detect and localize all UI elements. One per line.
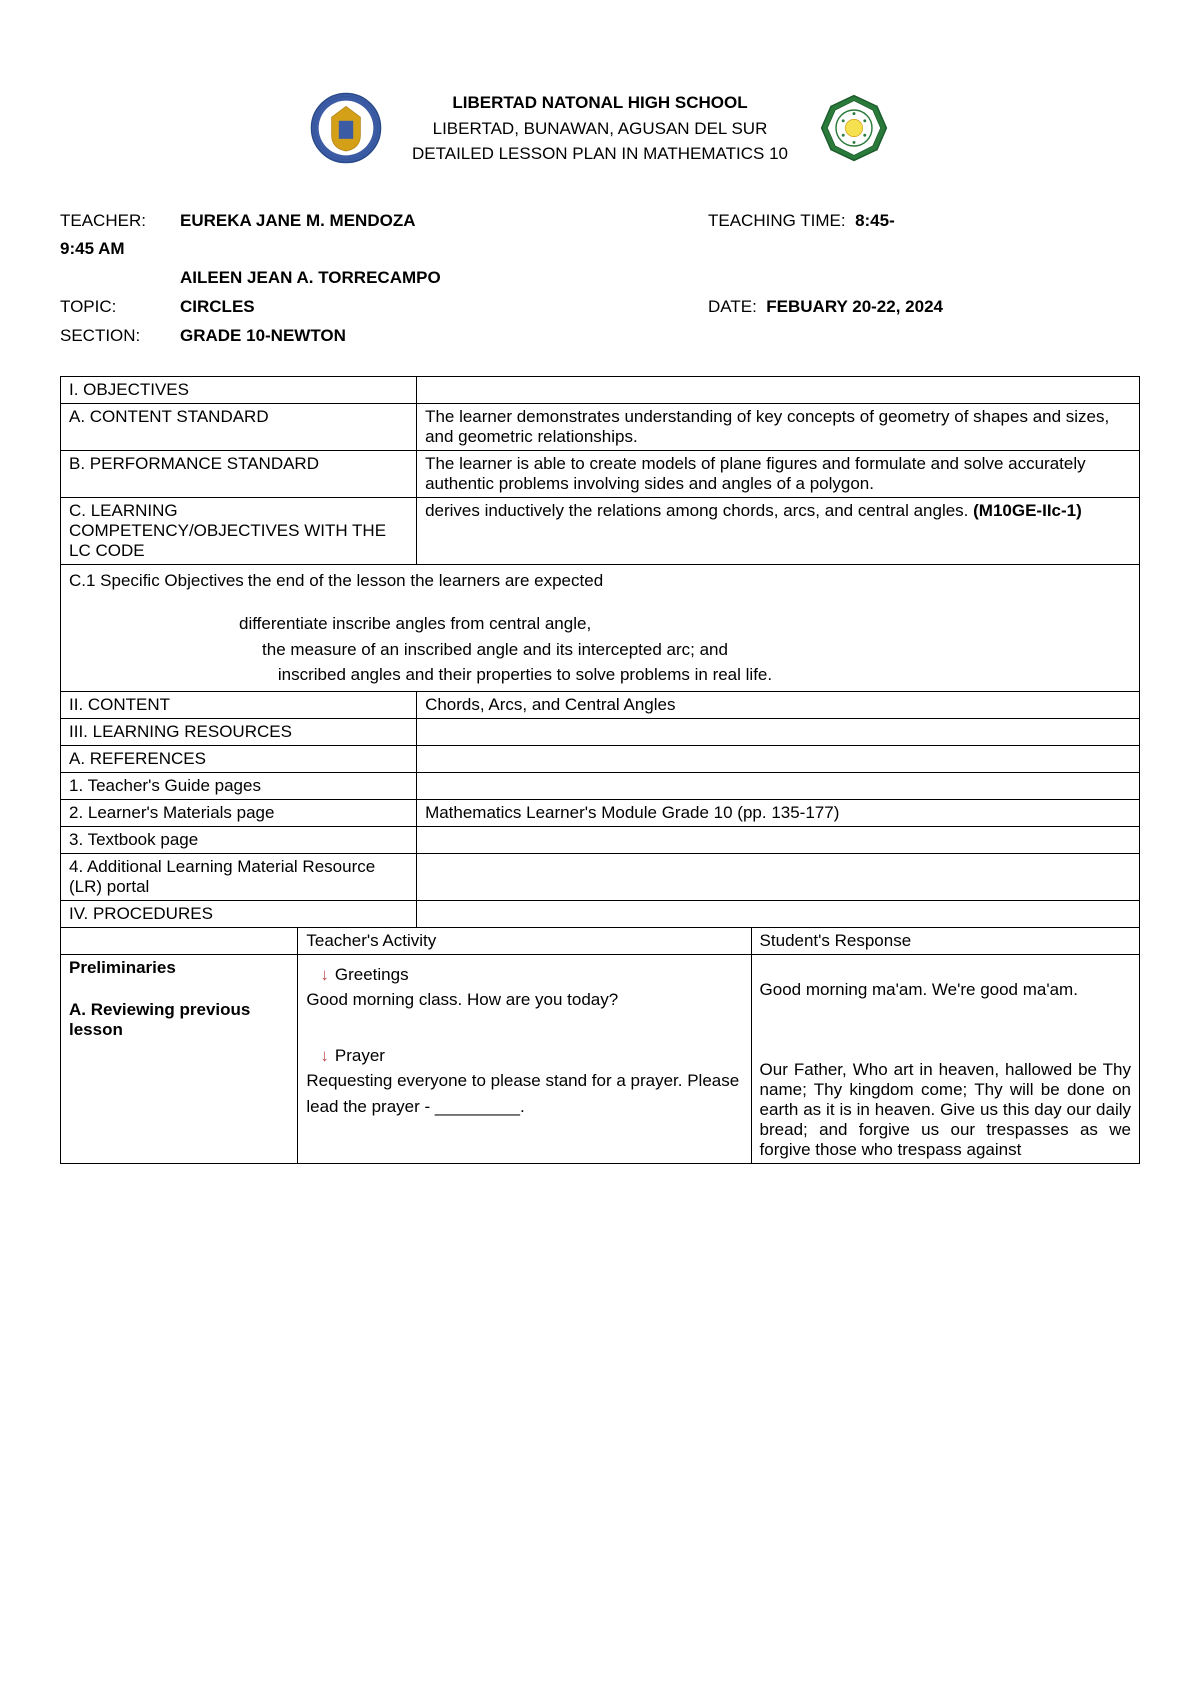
learning-comp-text: derives inductively the relations among … (425, 501, 973, 520)
info-block: TEACHER: EUREKA JANE M. MENDOZA TEACHING… (60, 207, 1140, 351)
table-row: C.1 Specific Objectivesthe end of the le… (61, 564, 1140, 691)
procedures-table: Teacher's Activity Student's Response Pr… (60, 928, 1140, 1164)
table-row: IV. PROCEDURES (61, 900, 1140, 927)
references-label: A. REFERENCES (61, 745, 417, 772)
learners-materials-text: Mathematics Learner's Module Grade 10 (p… (417, 799, 1140, 826)
teacher-label: TEACHER: (60, 207, 180, 236)
specific-objectives-cell: C.1 Specific Objectivesthe end of the le… (61, 564, 1140, 691)
teachers-guide-label: 1. Teacher's Guide pages (61, 772, 417, 799)
lesson-plan-table: I. OBJECTIVES A. CONTENT STANDARD The le… (60, 376, 1140, 928)
prayer-text: Requesting everyone to please stand for … (306, 1068, 742, 1119)
table-row: C. LEARNING COMPETENCY/OBJECTIVES WITH T… (61, 497, 1140, 564)
teaching-time-value-2: 9:45 AM (60, 239, 125, 258)
table-row: 4. Additional Learning Material Resource… (61, 853, 1140, 900)
textbook-label: 3. Textbook page (61, 826, 417, 853)
teaching-time-value: 8:45- (855, 211, 895, 230)
subject-line: DETAILED LESSON PLAN IN MATHEMATICS 10 (412, 141, 788, 167)
resources-header: III. LEARNING RESOURCES (61, 718, 417, 745)
empty-cell (417, 718, 1140, 745)
table-row: III. LEARNING RESOURCES (61, 718, 1140, 745)
student-greeting: Good morning ma'am. We're good ma'am. (760, 980, 1131, 1000)
empty-cell (417, 745, 1140, 772)
empty-cell (417, 853, 1140, 900)
school-name: LIBERTAD NATONAL HIGH SCHOOL (412, 90, 788, 116)
specific-label: C.1 Specific Objectives (69, 571, 244, 590)
document-header: LIBERTAD NATONAL HIGH SCHOOL LIBERTAD, B… (60, 90, 1140, 167)
school-address: LIBERTAD, BUNAWAN, AGUSAN DEL SUR (412, 116, 788, 142)
learning-comp-label: C. LEARNING COMPETENCY/OBJECTIVES WITH T… (61, 497, 417, 564)
content-value: Chords, Arcs, and Central Angles (417, 691, 1140, 718)
empty-cell (417, 772, 1140, 799)
performance-standard-label: B. PERFORMANCE STANDARD (61, 450, 417, 497)
table-row: A. CONTENT STANDARD The learner demonstr… (61, 403, 1140, 450)
empty-cell (61, 928, 298, 955)
performance-standard-text: The learner is able to create models of … (417, 450, 1140, 497)
logo-right-seal (818, 92, 890, 164)
table-row: 2. Learner's Materials page Mathematics … (61, 799, 1140, 826)
specific-intro: the end of the lesson the learners are e… (244, 571, 603, 590)
empty-cell (417, 826, 1140, 853)
teacher1-name: EUREKA JANE M. MENDOZA (180, 207, 416, 236)
content-header: II. CONTENT (61, 691, 417, 718)
topic-label: TOPIC: (60, 293, 180, 322)
date-value: FEBUARY 20-22, 2024 (766, 297, 943, 316)
objectives-header: I. OBJECTIVES (61, 376, 417, 403)
learning-comp-code: (M10GE-IIc-1) (973, 501, 1082, 520)
prayer-bullet: Prayer (335, 1046, 385, 1065)
topic-value: CIRCLES (180, 293, 255, 322)
students-response-header: Student's Response (751, 928, 1139, 955)
specific-line2: the measure of an inscribed angle and it… (69, 637, 1131, 663)
bullet-icon: ↓ (306, 1046, 335, 1065)
date-label: DATE: (708, 297, 757, 316)
preliminaries-label: Preliminaries (69, 958, 289, 978)
bullet-icon: ↓ (306, 965, 335, 984)
empty-cell (417, 376, 1140, 403)
header-text-block: LIBERTAD NATONAL HIGH SCHOOL LIBERTAD, B… (412, 90, 788, 167)
teachers-activity-header: Teacher's Activity (298, 928, 751, 955)
teacher2-name: AILEEN JEAN A. TORRECAMPO (180, 264, 441, 293)
procedures-header: IV. PROCEDURES (61, 900, 417, 927)
students-response-cell: Good morning ma'am. We're good ma'am. Ou… (751, 954, 1139, 1163)
additional-label: 4. Additional Learning Material Resource… (61, 853, 417, 900)
content-standard-label: A. CONTENT STANDARD (61, 403, 417, 450)
reviewing-label: A. Reviewing previous lesson (69, 1000, 289, 1040)
table-row: I. OBJECTIVES (61, 376, 1140, 403)
empty-cell (417, 900, 1140, 927)
logo-left-seal (310, 92, 382, 164)
preliminaries-cell: Preliminaries A. Reviewing previous less… (61, 954, 298, 1163)
content-standard-text: The learner demonstrates understanding o… (417, 403, 1140, 450)
section-label: SECTION: (60, 322, 180, 351)
learners-materials-label: 2. Learner's Materials page (61, 799, 417, 826)
table-row: Preliminaries A. Reviewing previous less… (61, 954, 1140, 1163)
student-prayer: Our Father, Who art in heaven, hallowed … (760, 1060, 1131, 1160)
table-row: II. CONTENT Chords, Arcs, and Central An… (61, 691, 1140, 718)
table-row: 3. Textbook page (61, 826, 1140, 853)
learning-comp-cell: derives inductively the relations among … (417, 497, 1140, 564)
table-row: Teacher's Activity Student's Response (61, 928, 1140, 955)
greetings-bullet: Greetings (335, 965, 409, 984)
table-row: B. PERFORMANCE STANDARD The learner is a… (61, 450, 1140, 497)
teaching-time-label: TEACHING TIME: (708, 211, 846, 230)
greetings-text: Good morning class. How are you today? (306, 987, 742, 1013)
specific-line3: inscribed angles and their properties to… (69, 662, 1131, 688)
table-row: 1. Teacher's Guide pages (61, 772, 1140, 799)
teachers-activity-cell: ↓Greetings Good morning class. How are y… (298, 954, 751, 1163)
specific-line1: differentiate inscribe angles from centr… (69, 611, 1131, 637)
section-value: GRADE 10-NEWTON (180, 322, 346, 351)
table-row: A. REFERENCES (61, 745, 1140, 772)
